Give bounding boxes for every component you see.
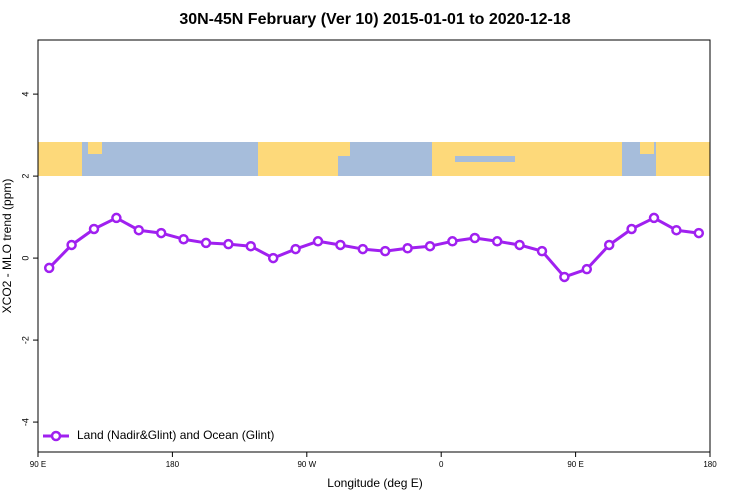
data-point bbox=[603, 239, 615, 251]
x-tick-label: 180 bbox=[703, 460, 717, 469]
legend-label: Land (Nadir&Glint) and Ocean (Glint) bbox=[77, 428, 274, 442]
data-point bbox=[693, 227, 705, 239]
data-point bbox=[491, 236, 503, 247]
data-point bbox=[379, 245, 391, 257]
data-point bbox=[648, 212, 660, 224]
data-point bbox=[43, 262, 55, 274]
data-point bbox=[133, 224, 145, 236]
x-tick-label: 0 bbox=[439, 460, 444, 469]
data-point bbox=[447, 236, 458, 247]
data-point bbox=[111, 212, 122, 224]
y-tick-label: 4 bbox=[20, 92, 30, 97]
data-point bbox=[559, 271, 570, 283]
y-axis-label: XCO2 - MLO trend (ppm) bbox=[0, 179, 14, 314]
data-point bbox=[200, 237, 212, 249]
data-point bbox=[223, 238, 234, 250]
data-point bbox=[424, 240, 436, 252]
data-point bbox=[671, 224, 682, 236]
data-point bbox=[178, 233, 189, 245]
data-point bbox=[155, 227, 167, 239]
y-tick-label: 2 bbox=[20, 174, 30, 179]
x-axis-label: Longitude (deg E) bbox=[327, 476, 422, 490]
chart-title: 30N-45N February (Ver 10) 2015-01-01 to … bbox=[179, 11, 570, 28]
data-point bbox=[581, 263, 593, 275]
y-tick-label: -4 bbox=[20, 418, 30, 426]
data-point bbox=[357, 243, 369, 255]
series-line bbox=[48, 216, 699, 279]
data-point bbox=[469, 232, 481, 244]
data-point bbox=[335, 239, 346, 251]
data-point bbox=[626, 223, 637, 235]
x-tick-label: 90 E bbox=[567, 460, 583, 469]
data-point bbox=[402, 243, 413, 254]
data-point bbox=[267, 252, 279, 264]
data-point bbox=[66, 239, 77, 251]
y-tick-label: -2 bbox=[20, 336, 30, 344]
data-point bbox=[88, 223, 100, 235]
x-tick-label: 180 bbox=[166, 460, 180, 469]
data-point bbox=[245, 240, 257, 252]
legend-marker bbox=[50, 430, 62, 442]
map-band bbox=[38, 142, 710, 176]
y-tick-label: 0 bbox=[20, 256, 30, 261]
x-tick-label: 90 E bbox=[30, 460, 46, 469]
data-point bbox=[312, 236, 324, 247]
data-point bbox=[290, 243, 301, 255]
x-tick-label: 90 W bbox=[297, 460, 316, 469]
data-point bbox=[514, 239, 525, 251]
plot-frame bbox=[37, 39, 711, 453]
data-point bbox=[536, 245, 548, 257]
